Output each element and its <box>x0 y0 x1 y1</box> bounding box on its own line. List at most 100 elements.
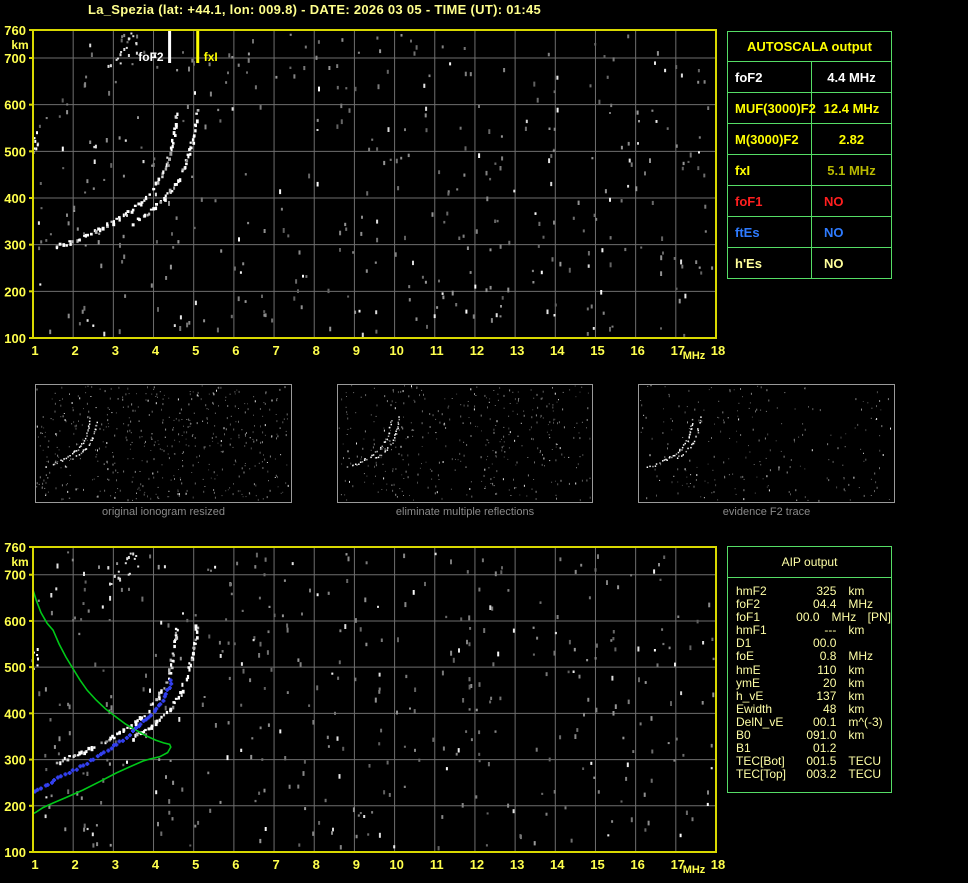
aip-val: 20 <box>823 675 837 690</box>
svg-text:km: km <box>11 555 28 569</box>
aip-note <box>887 677 891 690</box>
autoscala-row-fof1: foF1 NO <box>728 186 891 217</box>
aip-note <box>887 742 891 755</box>
svg-text:600: 600 <box>4 98 26 113</box>
aip-note <box>887 624 891 637</box>
aip-row-d1: D1 00.0 <box>736 637 891 650</box>
aip-unit: TECU <box>848 767 882 782</box>
thumbnail-caption: original ionogram resized <box>102 506 225 518</box>
svg-text:fxI: fxI <box>204 50 218 64</box>
autoscala-row-label: MUF(3000)F2 <box>728 93 816 123</box>
aip-lbl: hmE <box>736 662 761 677</box>
svg-text:5: 5 <box>192 857 199 872</box>
aip-val: 003.2 <box>806 767 837 782</box>
autoscala-row-ftes: ftEs NO <box>728 217 891 248</box>
svg-text:12: 12 <box>470 343 484 358</box>
autoscala-row-value: 2.82 <box>838 131 865 147</box>
autoscala-row-m3000f2: M(3000)F2 2.82 <box>728 124 891 155</box>
aip-unit: MHz <box>848 597 874 612</box>
svg-text:9: 9 <box>353 857 360 872</box>
aip-row-delnve: DelN_vE 00.1 m^(-3) <box>736 715 891 729</box>
aip-unit: km <box>848 584 865 598</box>
svg-text:13: 13 <box>510 857 524 872</box>
aip-unit: km <box>848 623 865 638</box>
autoscala-row-fof2: foF2 4.4 MHz <box>728 62 891 93</box>
aip-lbl: TEC[Bot] <box>736 754 785 769</box>
aip-lbl: foF2 <box>736 597 761 612</box>
thumbnail-caption: evidence F2 trace <box>722 506 811 518</box>
aip-note <box>887 650 891 663</box>
svg-text:8: 8 <box>313 343 320 358</box>
svg-text:700: 700 <box>4 568 26 583</box>
aip-val: 04.4 <box>813 597 837 612</box>
aip-lbl: D1 <box>736 636 752 651</box>
aip-lbl: B0 <box>736 728 751 743</box>
svg-text:400: 400 <box>4 706 26 721</box>
aip-lbl: TEC[Top] <box>736 767 787 782</box>
autoscala-rows: foF2 4.4 MHz MUF(3000)F2 12.4 MHz M(3000)F2 2… <box>728 62 891 278</box>
aip-val: 325 <box>816 584 837 598</box>
svg-text:6: 6 <box>232 343 239 358</box>
aip-row-yme: ymE 20 km <box>736 675 891 690</box>
aip-row-fof2: foF2 04.4 MHz <box>736 598 891 611</box>
svg-text:15: 15 <box>590 343 604 358</box>
aip-note <box>887 755 891 768</box>
autoscala-row-muf3000f2: MUF(3000)F2 12.4 MHz <box>728 93 891 124</box>
station-title: La_Spezia (lat: +44.1, lon: 009.8) - DAT… <box>88 2 542 17</box>
aip-lbl: h_vE <box>736 688 764 703</box>
svg-text:14: 14 <box>550 857 565 872</box>
svg-text:300: 300 <box>4 238 26 253</box>
svg-text:1: 1 <box>31 343 38 358</box>
aip-val: 48 <box>823 701 837 716</box>
aip-note <box>887 637 891 650</box>
aip-lbl: B1 <box>736 741 751 756</box>
aip-row-b0: B0 091.0 km <box>736 728 891 743</box>
svg-text:6: 6 <box>232 857 239 872</box>
svg-text:400: 400 <box>4 191 26 206</box>
aip-val: 01.2 <box>813 741 837 756</box>
svg-text:100: 100 <box>4 845 26 860</box>
autoscala-row-label: foF2 <box>728 62 812 92</box>
svg-text:11: 11 <box>430 857 444 872</box>
svg-text:12: 12 <box>470 857 484 872</box>
autoscala-row-value: NO <box>824 224 844 240</box>
svg-text:200: 200 <box>4 799 26 814</box>
autoscala-row-value: NO <box>824 255 844 271</box>
autoscala-row-label: fxI <box>728 155 812 185</box>
aip-row-b1: B1 01.2 <box>736 742 891 755</box>
aip-val: 001.5 <box>806 754 837 769</box>
aip-note <box>887 703 891 716</box>
svg-text:16: 16 <box>630 343 644 358</box>
svg-text:14: 14 <box>550 343 565 358</box>
aip-note <box>887 664 891 677</box>
aip-unit: TECU <box>848 754 882 769</box>
aip-note <box>887 585 891 598</box>
aip-row-tectop: TEC[Top] 003.2 TECU <box>736 768 891 781</box>
svg-text:500: 500 <box>4 144 26 159</box>
svg-text:2: 2 <box>72 343 79 358</box>
autoscala-row-value: 4.4 MHz <box>827 69 876 85</box>
autoscala-row-value: 5.1 MHz <box>827 162 876 178</box>
aip-lbl: hmF2 <box>736 584 767 598</box>
aip-row-tecbot: TEC[Bot] 001.5 TECU <box>736 755 891 768</box>
aip-val: --- <box>824 623 837 638</box>
aip-unit: km <box>848 688 865 703</box>
svg-text:10: 10 <box>389 857 403 872</box>
aip-row-hmf1: hmF1 --- km <box>736 624 891 637</box>
svg-text:2: 2 <box>72 857 79 872</box>
thumbnail-caption: eliminate multiple reflections <box>395 506 535 518</box>
svg-text:4: 4 <box>152 343 160 358</box>
svg-text:3: 3 <box>112 857 119 872</box>
autoscala-row-value: NO <box>824 193 844 209</box>
autoscala-row-fxi: fxI 5.1 MHz <box>728 155 891 186</box>
svg-text:600: 600 <box>4 614 26 629</box>
aip-note: [PN] <box>867 610 891 625</box>
aip-lbl: foF1 <box>736 610 761 625</box>
svg-text:760: 760 <box>4 542 26 555</box>
svg-text:700: 700 <box>4 51 26 66</box>
aip-note <box>887 768 891 781</box>
aip-unit: km <box>848 728 865 743</box>
